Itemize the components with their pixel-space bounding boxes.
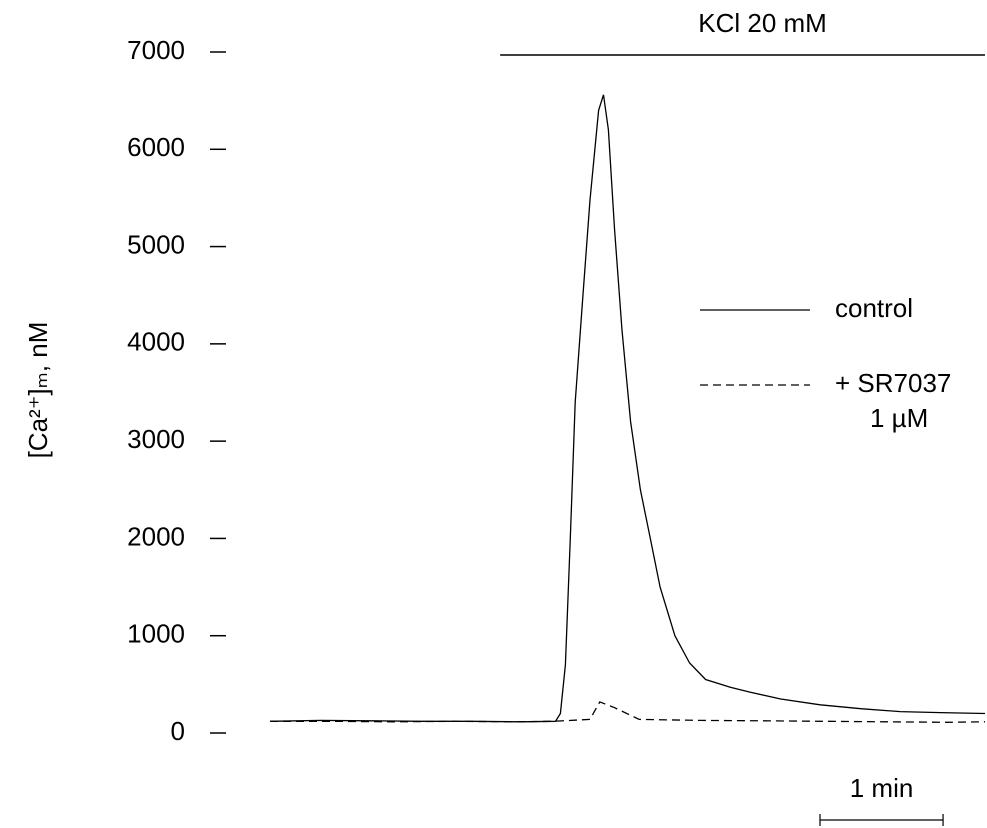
y-tick-label: 2000	[127, 521, 185, 551]
y-tick-label: 7000	[127, 35, 185, 65]
data-line	[270, 701, 986, 723]
y-tick-label: 0	[171, 716, 185, 746]
y-tick-label: 5000	[127, 229, 185, 259]
y-axis-label: [Ca²⁺]ₘ, nM	[23, 322, 53, 459]
legend-label: control	[835, 293, 913, 323]
y-tick-label: 3000	[127, 424, 185, 454]
scale-bar-label: 1 min	[850, 773, 914, 803]
legend-label: + SR7037 1 µM	[835, 368, 951, 433]
annotation-label: KCl 20 mM	[698, 8, 827, 38]
y-tick-label: 6000	[127, 132, 185, 162]
y-tick-label: 4000	[127, 327, 185, 357]
y-tick-label: 1000	[127, 619, 185, 649]
